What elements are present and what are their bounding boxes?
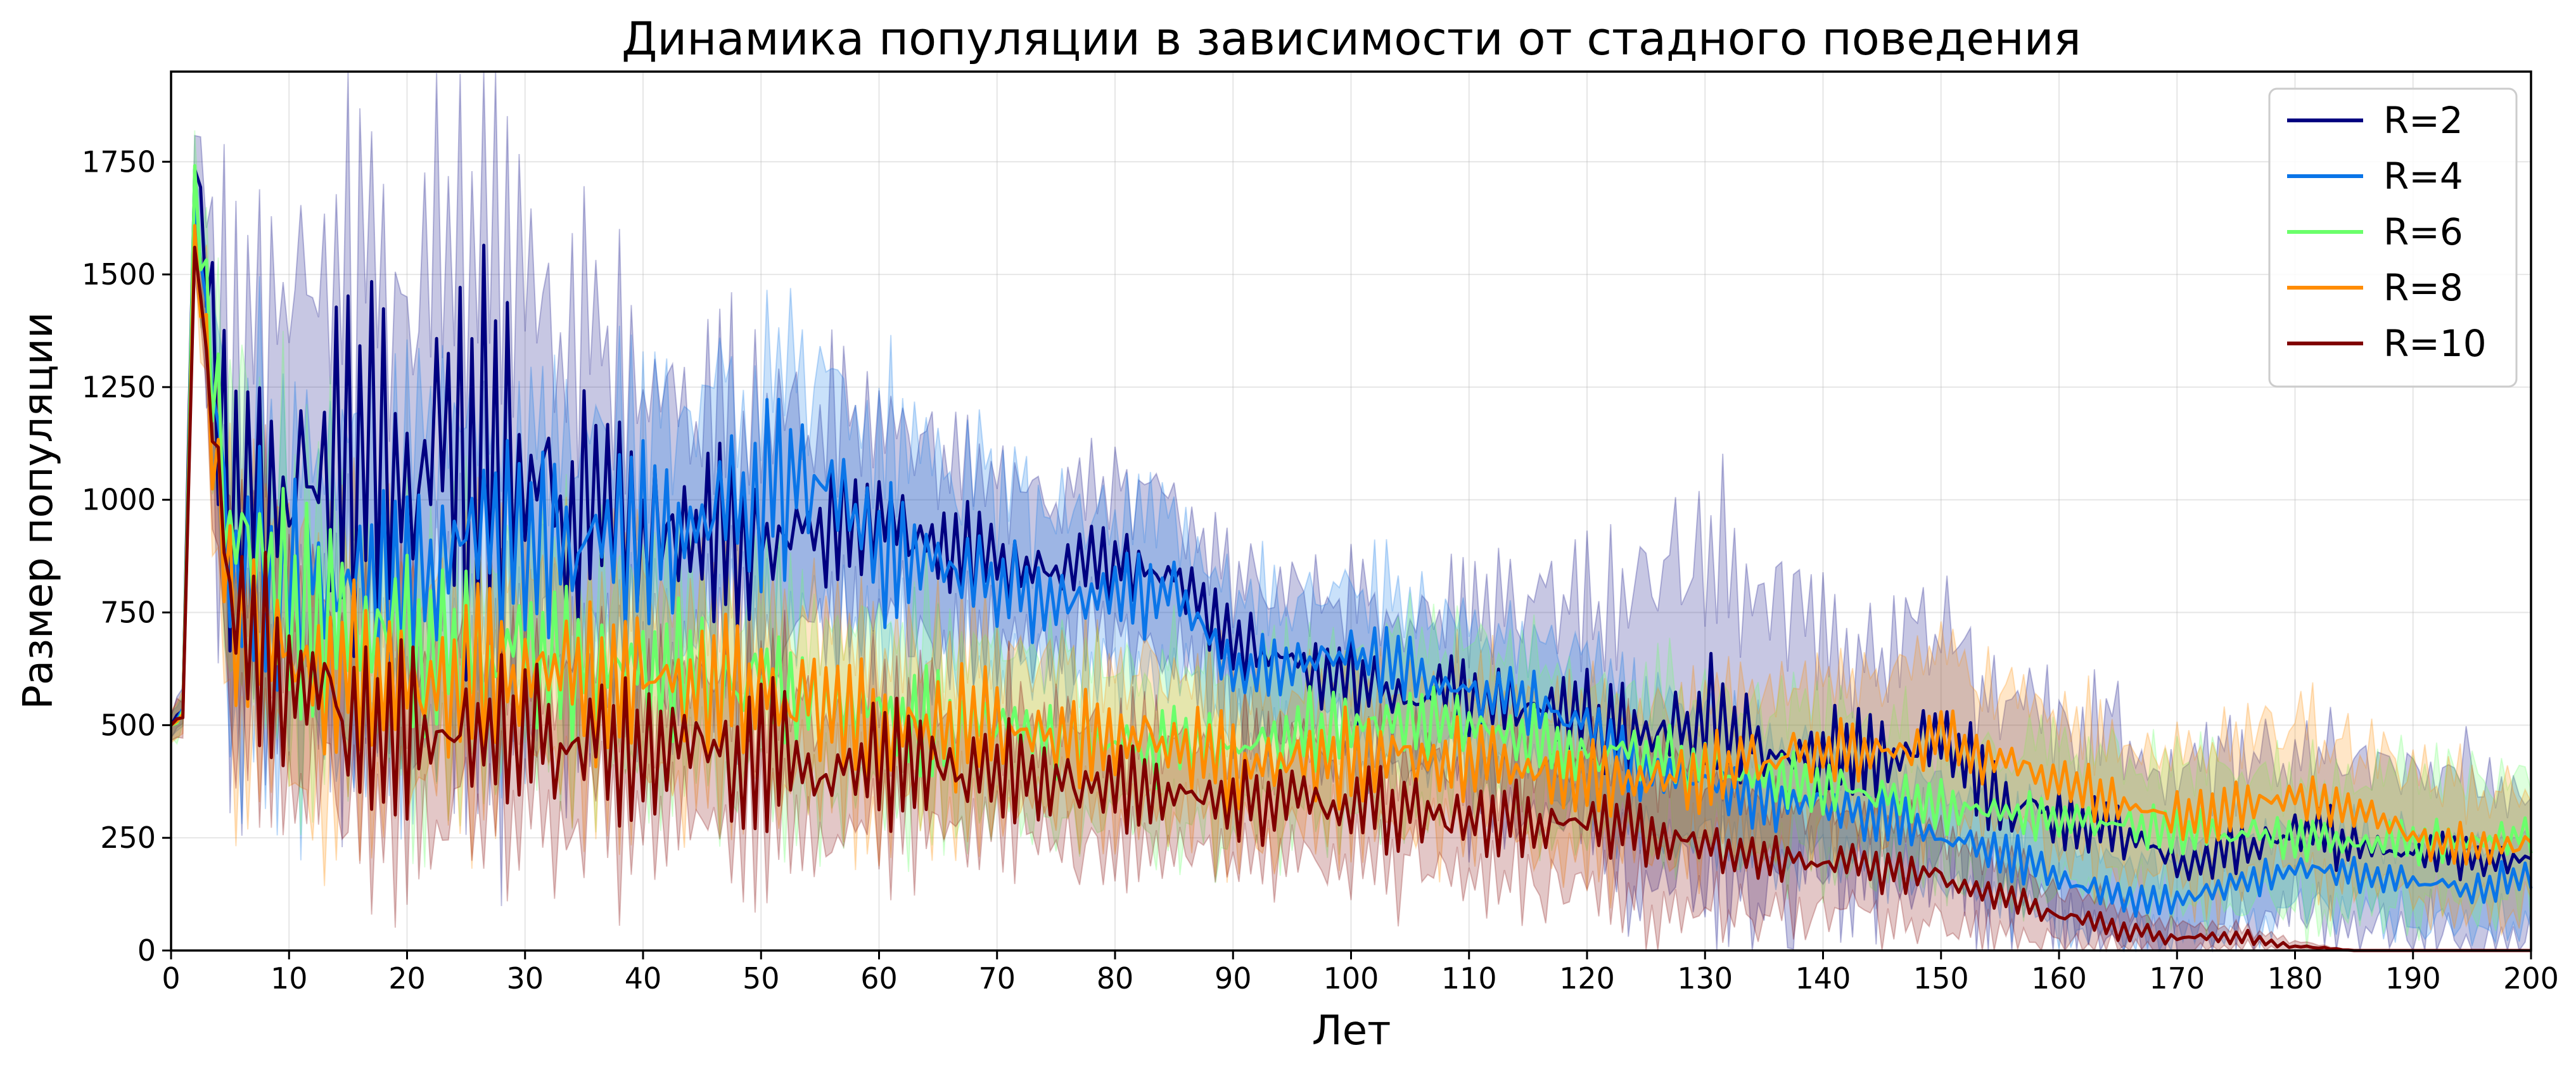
y-tick-label: 250	[100, 821, 156, 855]
x-tick-label: 70	[978, 961, 1016, 995]
x-tick-label: 80	[1097, 961, 1134, 995]
series-line-r8	[170, 224, 2532, 866]
legend-box	[2268, 87, 2518, 388]
x-tick-label: 50	[743, 961, 780, 995]
y-tick-label: 1000	[82, 483, 156, 517]
legend-label: R=4	[2383, 155, 2463, 198]
y-axis-label: Размер популяции	[15, 312, 62, 709]
x-tick-label: 150	[1913, 961, 1969, 995]
x-tick-label: 40	[625, 961, 662, 995]
x-axis-label: Лет	[1312, 1008, 1391, 1054]
series-line-r4	[170, 200, 2533, 918]
x-tick-label: 190	[2385, 961, 2441, 995]
x-tick-label: 170	[2149, 961, 2205, 995]
x-tick-label: 200	[2503, 961, 2559, 995]
x-tick-label: 90	[1215, 961, 1252, 995]
x-tick-label: 60	[860, 961, 898, 995]
x-tick-label: 20	[388, 961, 426, 995]
x-tick-label: 130	[1677, 961, 1733, 995]
y-tick-label: 1250	[82, 370, 156, 404]
legend-label: R=6	[2383, 210, 2463, 253]
y-tick-label: 750	[100, 596, 156, 630]
x-tick-label: 140	[1795, 961, 1851, 995]
x-tick-label: 180	[2267, 961, 2323, 995]
x-tick-label: 160	[2031, 961, 2087, 995]
x-tick-label: 10	[271, 961, 308, 995]
y-tick-label: 1750	[82, 144, 156, 179]
x-tick-label: 100	[1323, 961, 1379, 995]
y-tick-label: 1500	[82, 257, 156, 291]
x-tick-label: 0	[162, 961, 180, 995]
chart-title: Динамика популяции в зависимости от стад…	[622, 12, 2081, 65]
x-tick-label: 110	[1441, 961, 1497, 995]
tick-layer: 0 10 20 30 40 50 60 70 80 90 100 110 120 130 140 150 160…	[82, 144, 2559, 995]
line-layer	[169, 163, 2533, 952]
legend: R=2 R=4 R=6 R=8 R=10	[2268, 87, 2518, 388]
y-tick-label: 0	[137, 933, 156, 968]
series-line-r10	[170, 245, 2531, 952]
x-tick-label: 30	[506, 961, 544, 995]
legend-label: R=8	[2383, 266, 2463, 309]
legend-label: R=10	[2383, 322, 2487, 365]
legend-label: R=2	[2383, 99, 2463, 142]
x-tick-label: 120	[1559, 961, 1615, 995]
y-tick-label: 500	[100, 708, 156, 742]
